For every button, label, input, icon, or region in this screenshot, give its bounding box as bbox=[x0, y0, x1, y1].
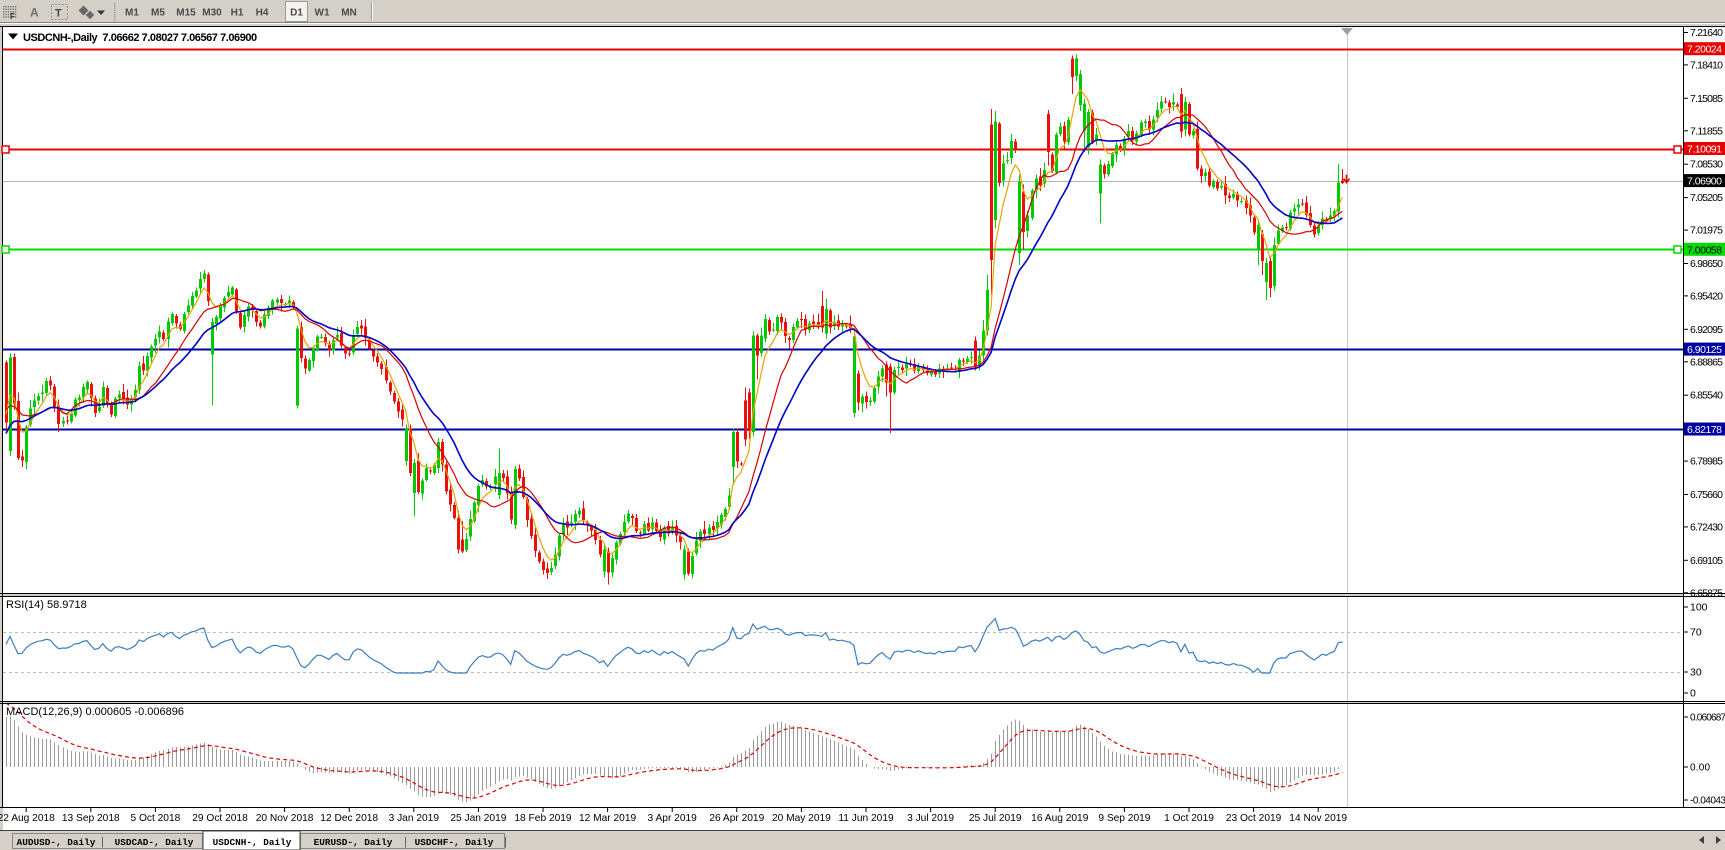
svg-text:6.95420: 6.95420 bbox=[1690, 290, 1723, 302]
svg-text:7.10091: 7.10091 bbox=[1687, 144, 1722, 156]
svg-text:25 Jan 2019: 25 Jan 2019 bbox=[450, 813, 506, 824]
svg-text:6.78985: 6.78985 bbox=[1690, 456, 1723, 468]
svg-text:100: 100 bbox=[1690, 602, 1708, 614]
svg-text:70: 70 bbox=[1690, 627, 1702, 639]
svg-text:AUDUSD-, Daily: AUDUSD-, Daily bbox=[17, 837, 96, 848]
svg-text:16 Aug 2019: 16 Aug 2019 bbox=[1031, 813, 1089, 824]
svg-text:RSI(14) 58.9718: RSI(14) 58.9718 bbox=[6, 599, 87, 611]
svg-text:M15: M15 bbox=[176, 8, 196, 19]
svg-text:6.92095: 6.92095 bbox=[1690, 324, 1723, 336]
svg-text:W1: W1 bbox=[315, 8, 330, 19]
svg-text:USDCHF-, Daily: USDCHF-, Daily bbox=[415, 837, 494, 848]
svg-text:EURUSD-, Daily: EURUSD-, Daily bbox=[314, 837, 393, 848]
svg-text:|: | bbox=[504, 836, 507, 848]
svg-text:6.88865: 6.88865 bbox=[1690, 356, 1723, 368]
svg-text:7.15085: 7.15085 bbox=[1690, 93, 1723, 105]
svg-text:7.21640: 7.21640 bbox=[1690, 27, 1723, 39]
svg-text:6.90125: 6.90125 bbox=[1687, 344, 1722, 356]
svg-text:7.00058: 7.00058 bbox=[1687, 244, 1722, 256]
svg-text:7.18410: 7.18410 bbox=[1690, 59, 1723, 71]
svg-text:12 Mar 2019: 12 Mar 2019 bbox=[579, 813, 637, 824]
svg-text:6.72430: 6.72430 bbox=[1690, 521, 1723, 533]
svg-text:MACD(12,26,9) 0.000605 -0.0068: MACD(12,26,9) 0.000605 -0.006896 bbox=[6, 706, 184, 718]
svg-text:22 Aug 2018: 22 Aug 2018 bbox=[0, 813, 55, 824]
svg-text:-0.04043: -0.04043 bbox=[1690, 796, 1725, 807]
svg-text:|: | bbox=[101, 836, 104, 848]
svg-text:25 Jul 2019: 25 Jul 2019 bbox=[969, 813, 1022, 824]
svg-text:7.11855: 7.11855 bbox=[1690, 125, 1723, 137]
svg-text:7.08530: 7.08530 bbox=[1690, 159, 1723, 171]
svg-text:A: A bbox=[30, 6, 39, 20]
svg-text:6.65875: 6.65875 bbox=[1690, 587, 1723, 599]
svg-text:0.060687: 0.060687 bbox=[1690, 713, 1725, 724]
svg-text:3 Jul 2019: 3 Jul 2019 bbox=[907, 813, 954, 824]
svg-text:M1: M1 bbox=[125, 8, 139, 19]
svg-text:7.06900: 7.06900 bbox=[1687, 176, 1722, 188]
svg-text:7.20024: 7.20024 bbox=[1687, 44, 1722, 56]
svg-text:D1: D1 bbox=[290, 8, 303, 19]
svg-text:6.69105: 6.69105 bbox=[1690, 555, 1723, 567]
svg-text:0.00: 0.00 bbox=[1690, 763, 1710, 774]
svg-text:20 Nov 2018: 20 Nov 2018 bbox=[256, 813, 314, 824]
svg-text:12 Dec 2018: 12 Dec 2018 bbox=[320, 813, 378, 824]
svg-text:6.82178: 6.82178 bbox=[1687, 424, 1722, 436]
svg-text:29 Oct 2018: 29 Oct 2018 bbox=[192, 813, 248, 824]
svg-text:M5: M5 bbox=[151, 8, 165, 19]
svg-text:9 Sep 2019: 9 Sep 2019 bbox=[1098, 813, 1150, 824]
svg-text:USDCNH-, Daily: USDCNH-, Daily bbox=[213, 837, 292, 848]
svg-text:3 Jan 2019: 3 Jan 2019 bbox=[389, 813, 440, 824]
svg-text:23 Oct 2019: 23 Oct 2019 bbox=[1226, 813, 1282, 824]
svg-text:3 Apr 2019: 3 Apr 2019 bbox=[648, 813, 698, 824]
svg-text:6.75660: 6.75660 bbox=[1690, 489, 1723, 501]
svg-text:F: F bbox=[10, 12, 15, 21]
svg-text:7.05205: 7.05205 bbox=[1690, 192, 1723, 204]
svg-text:1 Oct 2019: 1 Oct 2019 bbox=[1164, 813, 1214, 824]
svg-text:14 Nov 2019: 14 Nov 2019 bbox=[1289, 813, 1347, 824]
svg-text:5 Oct 2018: 5 Oct 2018 bbox=[130, 813, 180, 824]
svg-text:6.98650: 6.98650 bbox=[1690, 258, 1723, 270]
svg-text:13 Sep 2018: 13 Sep 2018 bbox=[62, 813, 120, 824]
svg-text:7.01975: 7.01975 bbox=[1690, 225, 1723, 237]
svg-text:H4: H4 bbox=[256, 8, 269, 19]
svg-text:30: 30 bbox=[1690, 667, 1702, 679]
svg-text:18 Feb 2019: 18 Feb 2019 bbox=[514, 813, 572, 824]
svg-text:M30: M30 bbox=[202, 8, 222, 19]
svg-text:T: T bbox=[55, 8, 62, 20]
svg-text:26 Apr 2019: 26 Apr 2019 bbox=[709, 813, 764, 824]
svg-text:USDCNH-,Daily 7.06662 7.08027: USDCNH-,Daily 7.06662 7.08027 7.06567 7.… bbox=[23, 32, 257, 44]
svg-text:0: 0 bbox=[1690, 688, 1696, 700]
svg-text:MN: MN bbox=[341, 8, 357, 19]
svg-text:|: | bbox=[404, 836, 407, 848]
svg-text:11 Jun 2019: 11 Jun 2019 bbox=[838, 813, 894, 824]
svg-text:USDCAD-, Daily: USDCAD-, Daily bbox=[115, 837, 194, 848]
svg-text:20 May 2019: 20 May 2019 bbox=[772, 813, 831, 824]
svg-text:H1: H1 bbox=[231, 8, 244, 19]
svg-text:6.85540: 6.85540 bbox=[1690, 390, 1723, 402]
